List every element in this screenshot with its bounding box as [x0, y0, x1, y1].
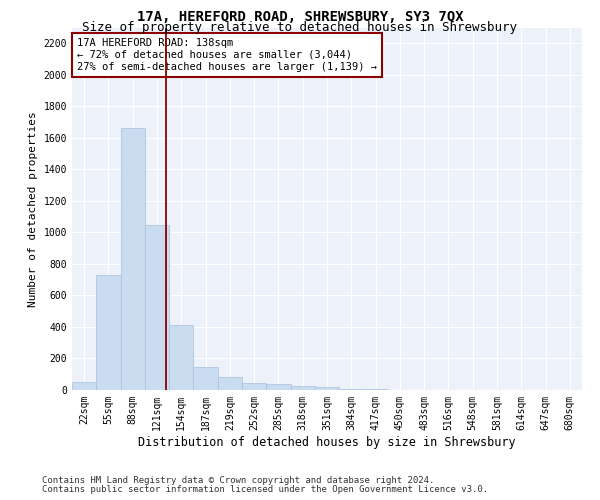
Bar: [315, 387, 339, 390]
Bar: [364, 389, 388, 390]
Bar: [290, 386, 315, 390]
Bar: [121, 128, 145, 390]
Bar: [339, 389, 364, 390]
Bar: [266, 384, 290, 390]
X-axis label: Distribution of detached houses by size in Shrewsbury: Distribution of detached houses by size …: [138, 436, 516, 448]
Text: Contains public sector information licensed under the Open Government Licence v3: Contains public sector information licen…: [42, 485, 488, 494]
Bar: [145, 224, 169, 390]
Text: Contains HM Land Registry data © Crown copyright and database right 2024.: Contains HM Land Registry data © Crown c…: [42, 476, 434, 485]
Bar: [96, 275, 121, 390]
Text: Size of property relative to detached houses in Shrewsbury: Size of property relative to detached ho…: [83, 22, 517, 35]
Bar: [242, 383, 266, 390]
Text: 17A, HEREFORD ROAD, SHREWSBURY, SY3 7QX: 17A, HEREFORD ROAD, SHREWSBURY, SY3 7QX: [137, 10, 463, 24]
Text: 17A HEREFORD ROAD: 138sqm
← 72% of detached houses are smaller (3,044)
27% of se: 17A HEREFORD ROAD: 138sqm ← 72% of detac…: [77, 38, 377, 72]
Y-axis label: Number of detached properties: Number of detached properties: [28, 111, 38, 306]
Bar: [72, 382, 96, 390]
Bar: [218, 378, 242, 390]
Bar: [169, 326, 193, 390]
Bar: [193, 367, 218, 390]
